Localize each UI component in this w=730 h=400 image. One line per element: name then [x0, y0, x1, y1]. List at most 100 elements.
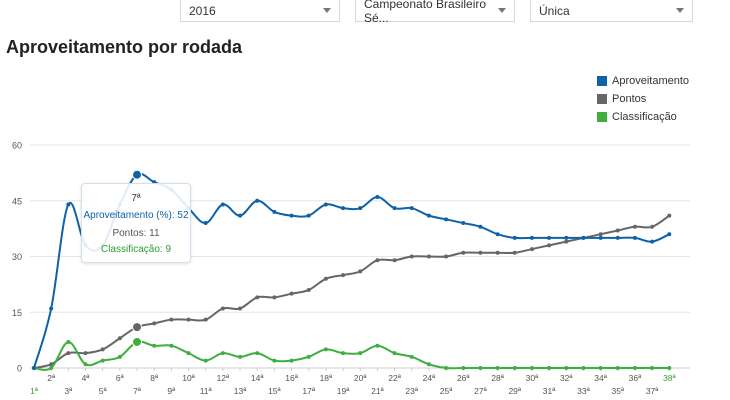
- data-point-pontos: [547, 243, 552, 248]
- x-tick-label: 22ª: [388, 373, 401, 383]
- data-point-classificacao: [152, 343, 157, 348]
- data-point-classificacao: [83, 362, 88, 367]
- data-point-aproveitamento: [358, 206, 363, 211]
- data-point-aproveitamento: [564, 235, 569, 240]
- data-point-classificacao: [238, 354, 243, 359]
- data-point-aproveitamento: [375, 195, 380, 200]
- data-point-classificacao: [306, 354, 311, 359]
- y-tick-label: 15: [12, 308, 22, 318]
- x-tick-label: 12ª: [217, 373, 230, 383]
- x-tick-label: 27ª: [474, 386, 487, 396]
- data-point-aproveitamento: [461, 221, 466, 226]
- data-point-classificacao: [255, 351, 260, 356]
- series-line-classificacao: [33, 340, 670, 371]
- data-point-classificacao: [478, 366, 483, 370]
- data-point-pontos: [272, 295, 277, 300]
- x-tick-label: 9ª: [167, 386, 176, 396]
- data-point-aproveitamento: [272, 209, 277, 214]
- x-tick-label: 8ª: [150, 373, 159, 383]
- data-point-pontos: [598, 232, 603, 237]
- legend-swatch-classificacao: [597, 112, 607, 122]
- x-tick-label: 23ª: [405, 386, 418, 396]
- data-point-classificacao: [667, 366, 672, 370]
- data-point-aproveitamento: [323, 202, 328, 207]
- data-point-classificacao: [392, 351, 397, 356]
- data-point-aproveitamento: [66, 202, 71, 207]
- data-point-aproveitamento: [220, 202, 225, 207]
- x-tick-label: 13ª: [234, 386, 247, 396]
- chevron-down-icon: [498, 8, 506, 13]
- x-tick-label: 36ª: [629, 373, 642, 383]
- data-point-classificacao: [169, 343, 174, 348]
- x-tick-label: 29ª: [508, 386, 521, 396]
- data-point-classificacao: [341, 351, 346, 356]
- data-point-classificacao: [117, 354, 122, 359]
- data-point-pontos: [132, 322, 143, 333]
- data-point-classificacao: [375, 343, 380, 348]
- data-point-aproveitamento: [444, 217, 449, 222]
- phase-select[interactable]: Única: [530, 0, 693, 22]
- y-tick-label: 0: [17, 364, 22, 374]
- data-point-classificacao: [444, 366, 449, 370]
- data-point-pontos: [409, 254, 414, 259]
- legend-item-aproveitamento[interactable]: Aproveitamento: [597, 75, 689, 87]
- data-point-classificacao: [272, 358, 277, 363]
- y-tick-label: 45: [12, 196, 22, 206]
- x-tick-label: 4ª: [82, 373, 91, 383]
- data-point-aproveitamento: [49, 306, 54, 311]
- data-point-aproveitamento: [512, 235, 517, 240]
- data-point-pontos: [444, 254, 449, 259]
- tooltip-title: 7ª: [131, 193, 141, 204]
- x-tick-label: 5ª: [99, 386, 108, 396]
- x-tick-label: 17ª: [302, 386, 315, 396]
- data-point-pontos: [83, 351, 88, 356]
- data-point-pontos: [358, 269, 363, 274]
- chevron-down-icon: [323, 8, 331, 13]
- data-point-classificacao: [598, 366, 603, 370]
- data-point-pontos: [426, 254, 431, 259]
- phase-select-value: Única: [539, 3, 570, 18]
- data-point-pontos: [632, 224, 637, 229]
- x-tick-label: 19ª: [337, 386, 350, 396]
- x-tick-label: 2ª: [47, 373, 56, 383]
- legend-swatch-pontos: [597, 94, 607, 104]
- x-tick-label: 14ª: [251, 373, 264, 383]
- x-tick-label: 31ª: [543, 386, 556, 396]
- data-point-classificacao: [581, 366, 586, 370]
- data-point-classificacao: [49, 366, 54, 370]
- data-point-classificacao: [632, 366, 637, 370]
- year-select-value: 2016: [189, 3, 216, 18]
- x-tick-label: 26ª: [457, 373, 470, 383]
- legend-label-pontos: Pontos: [612, 93, 647, 105]
- data-point-aproveitamento: [306, 213, 311, 218]
- data-point-aproveitamento: [478, 224, 483, 229]
- data-point-aproveitamento: [632, 235, 637, 240]
- x-tick-label: 34ª: [594, 373, 607, 383]
- data-point-classificacao: [100, 358, 105, 363]
- year-select[interactable]: 2016: [180, 0, 340, 22]
- legend-label-classificacao: Classificação: [612, 111, 677, 123]
- data-point-pontos: [255, 295, 260, 300]
- x-tick-label: 18ª: [320, 373, 333, 383]
- data-point-pontos: [392, 258, 397, 263]
- data-point-pontos: [220, 306, 225, 311]
- data-point-pontos: [650, 224, 655, 229]
- tooltip-classificacao: Classificação: 9: [100, 244, 172, 255]
- data-point-classificacao: [289, 358, 294, 363]
- data-point-pontos: [529, 247, 534, 252]
- data-point-pontos: [238, 306, 243, 311]
- data-point-pontos: [564, 239, 569, 244]
- x-tick-label: 24ª: [423, 373, 436, 383]
- y-tick-label: 30: [12, 252, 22, 262]
- data-point-classificacao: [529, 366, 534, 370]
- championship-select[interactable]: Campeonato Brasileiro Sé...: [355, 0, 515, 25]
- legend-item-pontos[interactable]: Pontos: [597, 93, 646, 105]
- tooltip-aproveitamento: Aproveitamento (%): 52: [83, 210, 189, 221]
- data-point-aproveitamento: [426, 213, 431, 218]
- x-tick-label: 28ª: [491, 373, 504, 383]
- legend-item-classificacao[interactable]: Classificação: [597, 111, 677, 123]
- data-point-aproveitamento: [32, 366, 36, 370]
- data-point-aproveitamento: [598, 235, 603, 240]
- x-tick-label: 3ª: [64, 386, 73, 396]
- data-point-classificacao: [564, 366, 569, 370]
